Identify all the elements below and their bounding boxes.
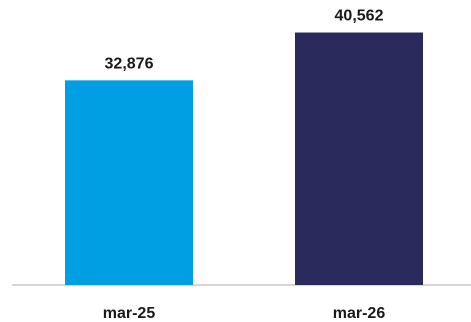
data-label-mar-26: 40,562 <box>335 8 384 25</box>
bar-mar-25 <box>65 80 193 285</box>
data-labels-layer: 32,876 40,562 <box>105 8 384 73</box>
x-tick-label-mar-26: mar-26 <box>333 305 386 322</box>
x-tick-labels-layer: mar-25 mar-26 <box>103 305 386 322</box>
bars-layer <box>65 32 423 286</box>
x-tick-label-mar-25: mar-25 <box>103 305 156 322</box>
bar-mar-26 <box>295 32 423 286</box>
data-label-mar-25: 32,876 <box>105 55 154 72</box>
